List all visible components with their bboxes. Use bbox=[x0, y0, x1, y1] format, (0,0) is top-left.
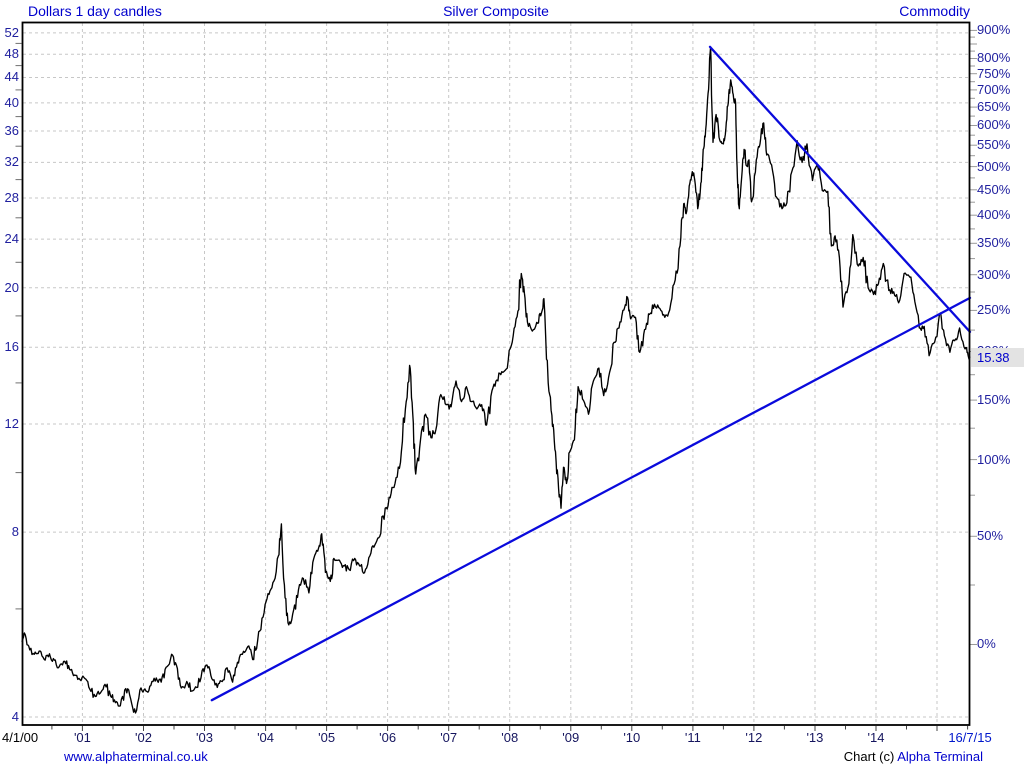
right-axis-percent-label: 100% bbox=[977, 451, 1011, 467]
right-axis-percent-label: 0% bbox=[977, 636, 996, 652]
x-axis-year-label: '05 bbox=[318, 730, 336, 745]
price-line bbox=[21, 46, 971, 714]
x-axis-year-label: '12 bbox=[745, 730, 763, 745]
right-axis-percent-label: 350% bbox=[977, 235, 1011, 251]
left-axis-minor-ticks bbox=[15, 42, 22, 610]
left-axis-price-label: 24 bbox=[4, 231, 19, 247]
right-axis-percent-label: 550% bbox=[977, 137, 1011, 153]
chart-credit-brand: Alpha Terminal bbox=[897, 749, 983, 764]
x-axis-year-label: '02 bbox=[134, 730, 152, 745]
x-axis-year-label: '11 bbox=[684, 730, 701, 745]
right-axis-percent-label: 800% bbox=[977, 50, 1011, 66]
right-axis-percent-label: 450% bbox=[977, 181, 1011, 197]
right-axis-percent-label: 250% bbox=[977, 302, 1011, 318]
right-axis-percent-label: 900% bbox=[977, 22, 1011, 38]
left-axis-price-label: 36 bbox=[4, 122, 19, 138]
category-label: Commodity bbox=[899, 3, 970, 19]
x-axis-year-label: '13 bbox=[806, 730, 824, 745]
left-axis-price-label: 4 bbox=[11, 709, 19, 724]
chart-credit: Chart (c) Alpha Terminal bbox=[844, 749, 983, 764]
chart-type-label: Dollars 1 day candles bbox=[28, 3, 162, 19]
x-axis-year-label: '10 bbox=[623, 730, 641, 745]
right-axis-percent-label: 50% bbox=[977, 528, 1004, 544]
last-price-badge: 15.38 bbox=[971, 348, 1024, 368]
x-axis-year-label: '09 bbox=[562, 730, 580, 745]
x-axis-year-label: '14 bbox=[867, 730, 885, 745]
gridlines bbox=[23, 23, 969, 724]
left-axis-price-label: 20 bbox=[4, 279, 19, 295]
left-axis-price-label: 16 bbox=[4, 339, 19, 355]
website-caption: www.alphaterminal.co.uk bbox=[64, 749, 208, 764]
right-axis-ticks bbox=[970, 29, 977, 645]
left-axis-price-label: 12 bbox=[4, 415, 19, 431]
trendline-falling-resistance bbox=[708, 45, 972, 334]
left-axis-price-label: 44 bbox=[4, 69, 19, 85]
x-axis-ticks bbox=[51, 726, 969, 731]
x-axis-last-date-label: 16/7/15 bbox=[948, 730, 992, 745]
x-axis-first-date-label: 4/1/00 bbox=[2, 730, 39, 745]
right-axis-percent-label: 750% bbox=[977, 65, 1011, 81]
left-axis-price-label: 28 bbox=[4, 190, 19, 205]
left-axis-price-label: 8 bbox=[11, 524, 19, 540]
left-axis-price-label: 32 bbox=[4, 154, 19, 170]
trendline-rising-support bbox=[210, 296, 972, 702]
left-axis-price-label: 48 bbox=[4, 46, 19, 62]
instrument-title: Silver Composite bbox=[443, 3, 549, 19]
x-axis-year-label: '04 bbox=[257, 730, 275, 745]
plot-border bbox=[21, 21, 971, 726]
x-axis-year-label: '01 bbox=[73, 730, 91, 745]
left-axis-price-label: 40 bbox=[4, 94, 19, 110]
chart-credit-prefix: Chart (c) bbox=[843, 749, 898, 764]
x-axis-year-label: '08 bbox=[501, 730, 519, 745]
x-axis-year-label: '03 bbox=[196, 730, 213, 745]
right-axis-percent-label: 500% bbox=[977, 158, 1011, 174]
right-axis-percent-label: 600% bbox=[977, 117, 1011, 133]
left-axis-price-label: 52 bbox=[4, 24, 19, 40]
right-axis-percent-label: 150% bbox=[977, 392, 1011, 408]
right-axis-percent-label: 400% bbox=[977, 207, 1011, 223]
last-price-value: 15.38 bbox=[977, 350, 1010, 366]
right-axis-percent-label: 300% bbox=[977, 266, 1011, 282]
x-axis-year-label: '07 bbox=[440, 730, 458, 745]
right-axis-percent-label: 700% bbox=[977, 81, 1011, 97]
right-axis-percent-label: 650% bbox=[977, 99, 1011, 115]
x-axis-year-label: '06 bbox=[379, 730, 397, 745]
